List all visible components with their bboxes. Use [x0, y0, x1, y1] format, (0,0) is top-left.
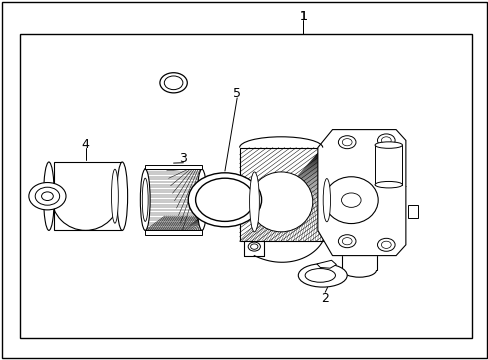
Ellipse shape — [249, 172, 259, 232]
Ellipse shape — [374, 181, 402, 188]
Ellipse shape — [305, 269, 335, 282]
Circle shape — [338, 136, 355, 149]
Circle shape — [377, 238, 394, 251]
Bar — [374, 145, 402, 185]
Circle shape — [195, 178, 254, 221]
Circle shape — [160, 73, 187, 93]
Bar — [407, 205, 417, 218]
Ellipse shape — [43, 162, 54, 230]
Bar — [239, 148, 322, 241]
Circle shape — [341, 193, 360, 207]
Bar — [145, 169, 202, 230]
Circle shape — [342, 238, 351, 245]
Circle shape — [35, 187, 60, 205]
Polygon shape — [317, 130, 405, 256]
Ellipse shape — [197, 169, 206, 230]
Ellipse shape — [249, 172, 312, 232]
Text: 1: 1 — [299, 10, 306, 23]
Circle shape — [377, 134, 394, 147]
Ellipse shape — [117, 162, 127, 230]
Circle shape — [381, 241, 390, 248]
Ellipse shape — [111, 169, 118, 223]
Ellipse shape — [140, 169, 150, 230]
Ellipse shape — [298, 264, 346, 287]
Ellipse shape — [374, 142, 402, 148]
Polygon shape — [316, 260, 336, 268]
Ellipse shape — [323, 179, 330, 222]
Ellipse shape — [142, 178, 148, 221]
Ellipse shape — [324, 177, 377, 224]
Ellipse shape — [247, 242, 260, 251]
Circle shape — [29, 183, 66, 210]
Circle shape — [342, 139, 351, 146]
Text: 5: 5 — [233, 87, 241, 100]
Circle shape — [41, 192, 53, 201]
Ellipse shape — [250, 244, 258, 249]
Text: 3: 3 — [179, 152, 187, 165]
Text: 4: 4 — [81, 138, 89, 150]
Bar — [54, 162, 122, 230]
Circle shape — [381, 137, 390, 144]
Circle shape — [164, 76, 183, 90]
Text: 2: 2 — [321, 292, 328, 305]
Circle shape — [338, 235, 355, 248]
Bar — [145, 230, 202, 235]
Bar — [20, 34, 471, 338]
Circle shape — [188, 173, 261, 227]
Text: 1: 1 — [299, 10, 306, 23]
Bar — [145, 165, 202, 169]
